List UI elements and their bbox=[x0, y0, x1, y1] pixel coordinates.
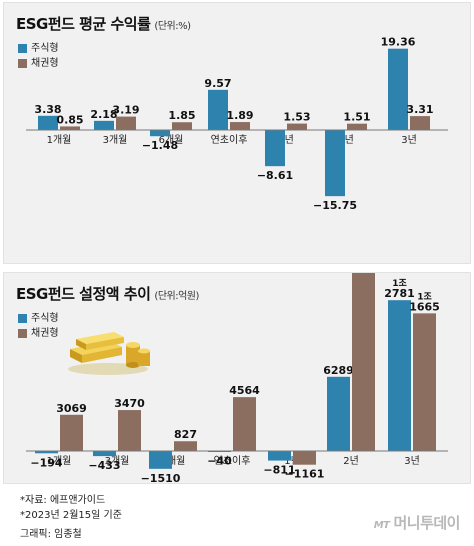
returns-title: ESG펀드 평균 수익률 (단위:%) bbox=[16, 13, 191, 34]
bond-bar bbox=[410, 116, 430, 130]
legend-label-bond-2: 채권형 bbox=[31, 328, 59, 339]
stock-bar bbox=[93, 451, 116, 457]
data-label: −811 bbox=[263, 464, 295, 477]
stock-bar bbox=[208, 89, 228, 130]
legend-item-stock-2: 주식형 bbox=[18, 311, 59, 326]
data-label: −15.75 bbox=[313, 199, 357, 212]
data-label: 4564 bbox=[229, 384, 260, 397]
brand-mark: MT bbox=[373, 520, 390, 531]
category-label: 3년 bbox=[401, 134, 417, 146]
bond-bar bbox=[293, 451, 316, 465]
returns-title-text: ESG펀드 평균 수익률 bbox=[16, 15, 151, 33]
data-label: 3.31 bbox=[406, 103, 433, 116]
legend-swatch-stock-2 bbox=[18, 314, 27, 323]
fund-size-chart: 1개월−19430693개월−43334706개월−1510827연초이후−40… bbox=[26, 273, 448, 483]
category-label: 3년 bbox=[404, 455, 420, 467]
fund-size-legend: 주식형 채권형 bbox=[18, 311, 59, 341]
data-label: −1510 bbox=[141, 472, 181, 483]
bond-bar bbox=[233, 397, 256, 451]
bond-bar bbox=[347, 123, 367, 130]
stock-bar bbox=[35, 451, 58, 454]
data-label: −433 bbox=[88, 459, 120, 472]
category-label: 2년 bbox=[343, 455, 359, 467]
stock-bar bbox=[94, 120, 114, 130]
data-label: 3069 bbox=[56, 402, 87, 415]
data-label: 1조 1665 bbox=[409, 291, 440, 313]
data-label: 6289 bbox=[323, 364, 354, 377]
legend-label-stock: 주식형 bbox=[31, 43, 59, 54]
fund-size-unit: (단위:억원) bbox=[154, 291, 199, 302]
data-label: 1.53 bbox=[283, 111, 310, 124]
stock-bar bbox=[38, 115, 58, 130]
data-label: 827 bbox=[174, 428, 197, 441]
category-label: 1개월 bbox=[47, 134, 72, 146]
legend-item-stock: 주식형 bbox=[18, 41, 59, 56]
legend-item-bond-2: 채권형 bbox=[18, 326, 59, 341]
brand-name: 머니투데이 bbox=[393, 514, 460, 532]
fund-size-title-text: ESG펀드 설정액 추이 bbox=[16, 285, 151, 303]
bond-bar bbox=[413, 313, 436, 451]
gold-bars-and-coins-icon bbox=[68, 332, 150, 375]
data-label: −1161 bbox=[285, 468, 325, 481]
category-label: 3개월 bbox=[105, 455, 130, 467]
legend-swatch-stock bbox=[18, 44, 27, 53]
legend-label-stock-2: 주식형 bbox=[31, 313, 59, 324]
source-note: *자료: 에프앤가이드 bbox=[20, 495, 106, 506]
category-label: 6개월 bbox=[159, 134, 184, 146]
data-label: 9.57 bbox=[204, 77, 231, 90]
data-label: 1.89 bbox=[226, 109, 253, 122]
bond-bar bbox=[60, 414, 83, 451]
data-label: 3.38 bbox=[34, 103, 61, 116]
bond-bar bbox=[174, 441, 197, 451]
graphic-credit: 그래픽: 임종철 bbox=[20, 529, 82, 540]
stock-bar bbox=[265, 130, 285, 167]
bars-group: 1개월−19430693개월−43334706개월−1510827연초이후−40… bbox=[30, 273, 440, 483]
data-label: 1조 2781 bbox=[384, 278, 415, 300]
basis-date-note: *2023년 2월15일 기준 bbox=[20, 510, 122, 521]
bond-bar bbox=[287, 123, 307, 130]
data-label: −8.61 bbox=[257, 169, 293, 182]
data-label: −40 bbox=[207, 454, 232, 467]
stock-bar bbox=[268, 451, 291, 461]
category-label: 3개월 bbox=[103, 134, 128, 146]
brand-logo: MT 머니투데이 bbox=[373, 512, 461, 533]
bond-bar bbox=[60, 126, 80, 130]
stock-bar bbox=[325, 130, 345, 197]
returns-chart: 1개월 3.380.85 3개월 2.183.19 6개월−1.48 1.85 연초이후 9.… bbox=[26, 36, 448, 212]
data-label: 2.18 bbox=[90, 108, 117, 121]
stock-bar bbox=[327, 376, 350, 451]
data-label: 1.85 bbox=[168, 109, 195, 122]
category-label: 1개월 bbox=[47, 455, 72, 467]
bond-bar bbox=[230, 122, 250, 130]
data-label: 19.36 bbox=[381, 36, 416, 49]
returns-unit: (단위:%) bbox=[154, 21, 191, 32]
fund-size-title: ESG펀드 설정액 추이 (단위:억원) bbox=[16, 283, 199, 304]
data-label: −1.48 bbox=[142, 139, 178, 152]
data-label: 3.19 bbox=[112, 104, 139, 117]
legend-swatch-bond-2 bbox=[18, 329, 27, 338]
bond-bar bbox=[116, 116, 136, 130]
category-label: 연초이후 bbox=[214, 455, 251, 467]
stock-bar bbox=[388, 300, 411, 451]
category-label: 연초이후 bbox=[211, 134, 248, 146]
bars-group: 1개월 3.380.85 3개월 2.183.19 6개월−1.48 1.85 연초이후 9.… bbox=[34, 36, 433, 212]
fund-size-panel: ESG펀드 설정액 추이 (단위:억원) 주식형 채권형 1개월 −194 3069 3… bbox=[3, 272, 471, 484]
legend-item-bond: 채권형 bbox=[18, 56, 59, 71]
data-label: 1.51 bbox=[343, 111, 370, 124]
bond-bar bbox=[172, 122, 192, 130]
returns-legend: 주식형 채권형 bbox=[18, 41, 59, 71]
data-label: 0.85 bbox=[56, 113, 83, 126]
data-label: 3470 bbox=[114, 397, 145, 410]
returns-panel: ESG펀드 평균 수익률 (단위:%) 주식형 채권형 1개월 3.38 0.85 3개… bbox=[3, 2, 471, 264]
bond-bar bbox=[352, 273, 375, 451]
bond-bar bbox=[118, 410, 141, 451]
legend-label-bond: 채권형 bbox=[31, 58, 59, 69]
stock-bar bbox=[388, 48, 408, 130]
data-label: −194 bbox=[30, 456, 63, 469]
stock-bar bbox=[150, 130, 170, 137]
legend-swatch-bond bbox=[18, 59, 27, 68]
stock-bar bbox=[149, 451, 172, 469]
